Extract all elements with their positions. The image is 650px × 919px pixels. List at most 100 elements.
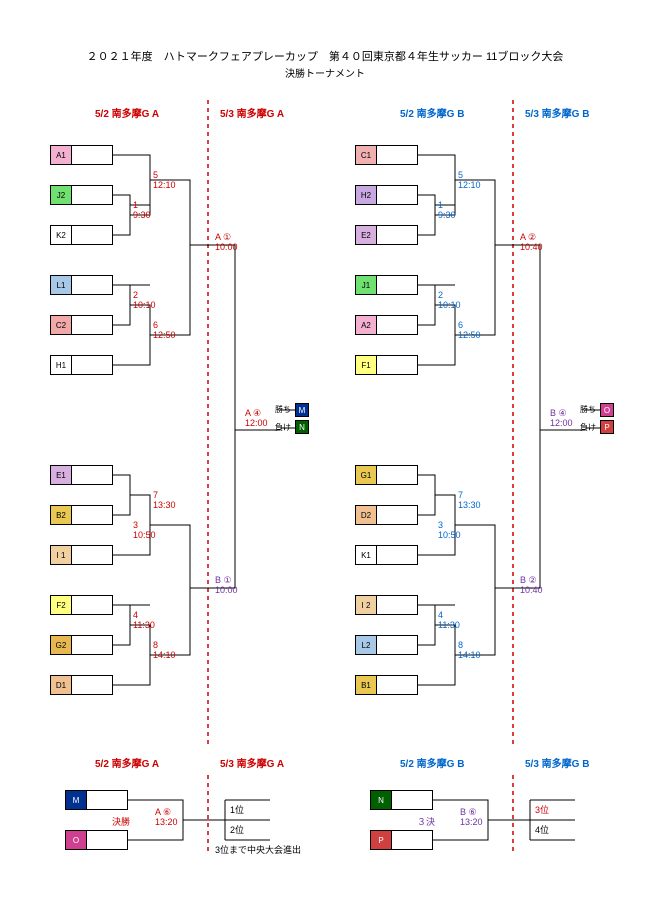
- p3: 3位: [535, 803, 549, 816]
- tag: O: [65, 830, 87, 850]
- a6t: 13:20: [155, 817, 178, 827]
- m6n: 6: [153, 320, 158, 330]
- tag: H2: [355, 185, 377, 205]
- tag: E2: [355, 225, 377, 245]
- b6t: 13:20: [460, 817, 483, 827]
- team-b2: B2: [50, 505, 113, 525]
- m6t: 12:50: [153, 330, 176, 340]
- tag: C2: [50, 315, 72, 335]
- rm6n: 6: [458, 320, 463, 330]
- team-e1: E1: [50, 465, 113, 485]
- tag: E1: [50, 465, 72, 485]
- tag: G2: [50, 635, 72, 655]
- team-d2: D2: [355, 505, 418, 525]
- rm8t: 14:10: [458, 650, 481, 660]
- rm1n: 1: [438, 200, 443, 210]
- m3n: 3: [133, 520, 138, 530]
- result-n: N: [295, 420, 309, 434]
- team-o: O: [65, 830, 128, 850]
- m4n: 4: [133, 610, 138, 620]
- result-o: O: [600, 403, 614, 417]
- team-g1: G1: [355, 465, 418, 485]
- third-label: ３決: [417, 815, 435, 828]
- team-j2: J2: [50, 185, 113, 205]
- team-h1: H1: [50, 355, 113, 375]
- m2n: 2: [133, 290, 138, 300]
- team-b1: B1: [355, 675, 418, 695]
- team-n: N: [370, 790, 433, 810]
- rm7t: 13:30: [458, 500, 481, 510]
- team-d1: D1: [50, 675, 113, 695]
- m8n: 8: [153, 640, 158, 650]
- tag: H1: [50, 355, 72, 375]
- rm2t: 10:10: [438, 300, 461, 310]
- rm3t: 10:50: [438, 530, 461, 540]
- rm1t: 9:30: [438, 210, 456, 220]
- tag: B2: [50, 505, 72, 525]
- result-p: P: [600, 420, 614, 434]
- advance: 3位まで中央大会進出: [215, 843, 301, 856]
- m5t: 12:10: [153, 180, 176, 190]
- tag: L2: [355, 635, 377, 655]
- a4t: 12:00: [245, 418, 268, 428]
- rm4n: 4: [438, 610, 443, 620]
- m2t: 10:10: [133, 300, 156, 310]
- rm8n: 8: [458, 640, 463, 650]
- p4: 4位: [535, 823, 549, 836]
- lose-label-l: 負け: [275, 422, 291, 433]
- tag: F2: [50, 595, 72, 615]
- win-label-l: 勝ち: [275, 404, 291, 415]
- m1t: 9:30: [133, 210, 151, 220]
- win-label-r: 勝ち: [580, 404, 596, 415]
- m7n: 7: [153, 490, 158, 500]
- team-l1: L1: [50, 275, 113, 295]
- rm5t: 12:10: [458, 180, 481, 190]
- tag: K1: [355, 545, 377, 565]
- team-p: P: [370, 830, 433, 850]
- m7t: 13:30: [153, 500, 176, 510]
- tag: G1: [355, 465, 377, 485]
- p1: 1位: [230, 803, 244, 816]
- rm2n: 2: [438, 290, 443, 300]
- team-i2: I 2: [355, 595, 418, 615]
- bracket-svg: [0, 0, 650, 919]
- team-g2: G2: [50, 635, 113, 655]
- m1n: 1: [133, 200, 138, 210]
- team-i1: I 1: [50, 545, 113, 565]
- tag: A2: [355, 315, 377, 335]
- lose-label-r: 負け: [580, 422, 596, 433]
- team-m: M: [65, 790, 128, 810]
- m5n: 5: [153, 170, 158, 180]
- rm7n: 7: [458, 490, 463, 500]
- tag: A1: [50, 145, 72, 165]
- p2: 2位: [230, 823, 244, 836]
- b1t: 10:00: [215, 585, 238, 595]
- team-a1: A1: [50, 145, 113, 165]
- team-f1: F1: [355, 355, 418, 375]
- tag: K2: [50, 225, 72, 245]
- tag: I 1: [50, 545, 72, 565]
- a1t: 10:00: [215, 242, 238, 252]
- team-c2: C2: [50, 315, 113, 335]
- rm3n: 3: [438, 520, 443, 530]
- m3t: 10:50: [133, 530, 156, 540]
- team-e2: E2: [355, 225, 418, 245]
- tag: L1: [50, 275, 72, 295]
- rm5n: 5: [458, 170, 463, 180]
- a2t: 10:40: [520, 242, 543, 252]
- tag: N: [370, 790, 392, 810]
- tag: D2: [355, 505, 377, 525]
- m4t: 11:30: [133, 620, 155, 630]
- team-j1: J1: [355, 275, 418, 295]
- final-label: 決勝: [112, 815, 130, 828]
- tag: M: [65, 790, 87, 810]
- tag: C1: [355, 145, 377, 165]
- tag: J2: [50, 185, 72, 205]
- result-m: M: [295, 403, 309, 417]
- tag: J1: [355, 275, 377, 295]
- team-f2: F2: [50, 595, 113, 615]
- team-h2: H2: [355, 185, 418, 205]
- tag: B1: [355, 675, 377, 695]
- tag: P: [370, 830, 392, 850]
- team-k2: K2: [50, 225, 113, 245]
